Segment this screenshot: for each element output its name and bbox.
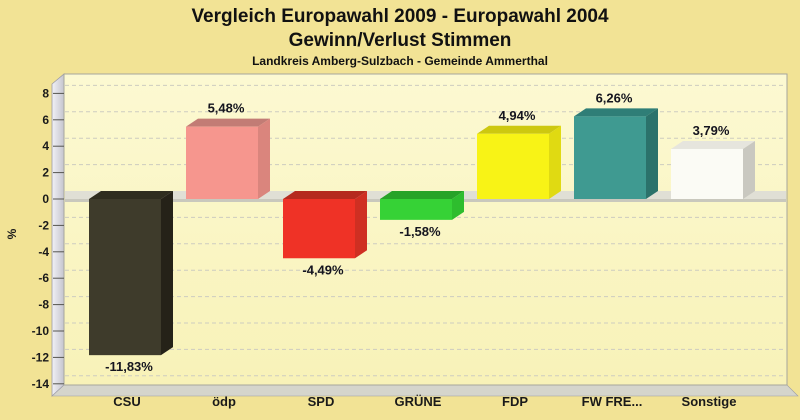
bar-fw-fre-side-face <box>646 108 658 199</box>
category-label-gr-ne: GRÜNE <box>395 394 442 409</box>
bar-fdp <box>477 133 549 199</box>
value-label-gr-ne: -1,58% <box>399 224 441 239</box>
y-tick-label--6: -6 <box>38 271 49 285</box>
value-label-fw-fre: 6,26% <box>596 90 633 105</box>
category-label-sonstige: Sonstige <box>682 394 737 409</box>
y-tick-label-0: 0 <box>42 192 49 206</box>
y-tick-label--4: -4 <box>38 245 49 259</box>
bar-fdp-top-face <box>477 125 561 134</box>
category-label-dp: ödp <box>212 394 236 409</box>
bar-spd <box>283 199 355 259</box>
bar-sonstige <box>671 148 743 199</box>
bar-sonstige-side-face <box>743 140 755 199</box>
plot-border <box>63 73 788 386</box>
chart-subtitle: Landkreis Amberg-Sulzbach - Gemeinde Amm… <box>252 54 548 68</box>
bar-dp-side-face <box>258 118 270 199</box>
y-tick-label--12: -12 <box>32 350 50 364</box>
left-wall <box>51 73 65 397</box>
bar-gr-ne-top-face <box>380 191 464 199</box>
bar-csu <box>89 199 161 356</box>
bar-csu-top-face <box>89 191 173 199</box>
category-label-fdp: FDP <box>502 394 528 409</box>
y-tick-label--8: -8 <box>38 298 49 312</box>
bar-fw-fre <box>574 116 646 199</box>
bar-fdp-side-face <box>549 125 561 199</box>
chart-title-line-1: Vergleich Europawahl 2009 - Europawahl 2… <box>191 6 609 27</box>
bar-fw-fre-top-face <box>574 108 658 117</box>
category-label-fw-fre: FW FRE... <box>582 394 643 409</box>
y-axis-label: % <box>5 228 19 239</box>
bar-csu-side-face <box>161 191 173 356</box>
bar-gr-ne-side-face <box>452 191 464 220</box>
y-tick-label-8: 8 <box>42 86 49 100</box>
y-tick-label-6: 6 <box>42 113 49 127</box>
bar-dp <box>186 126 258 199</box>
bar-gr-ne <box>380 199 452 220</box>
y-tick-label-4: 4 <box>42 139 49 153</box>
y-tick-label--2: -2 <box>38 218 49 232</box>
bar-spd-side-face <box>355 191 367 259</box>
value-label-spd: -4,49% <box>302 262 344 277</box>
value-label-dp: 5,48% <box>208 101 245 116</box>
bar-dp-top-face <box>186 118 270 127</box>
y-tick-label-2: 2 <box>42 166 49 180</box>
y-tick-label--14: -14 <box>32 377 50 391</box>
value-label-fdp: 4,94% <box>499 108 536 123</box>
chart-title-line-2: Gewinn/Verlust Stimmen <box>288 30 512 51</box>
bar-spd-top-face <box>283 191 367 199</box>
bar-sonstige-top-face <box>671 140 755 149</box>
category-label-csu: CSU <box>113 394 140 409</box>
value-label-sonstige: 3,79% <box>693 123 730 138</box>
value-label-csu: -11,83% <box>105 359 153 374</box>
category-label-spd: SPD <box>308 394 335 409</box>
y-tick-label--10: -10 <box>32 324 50 338</box>
chart-header: Vergleich Europawahl 2009 - Europawahl 2… <box>0 5 800 69</box>
plot-background <box>64 74 787 385</box>
